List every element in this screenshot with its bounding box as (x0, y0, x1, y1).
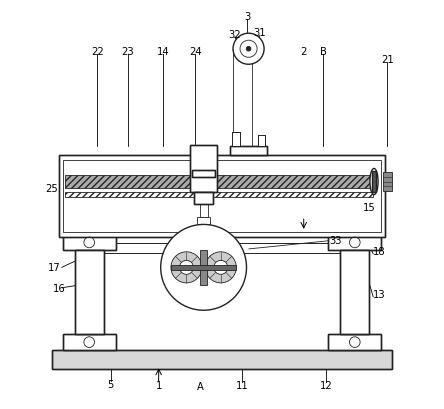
Bar (328, 335, 381, 350)
Text: 16: 16 (52, 283, 65, 293)
Bar (328, 335, 381, 350)
Bar (63, 235, 116, 251)
Circle shape (171, 252, 202, 283)
Circle shape (349, 337, 360, 348)
Text: 23: 23 (122, 47, 135, 56)
Text: A: A (197, 381, 204, 391)
Bar (328, 235, 381, 251)
Circle shape (84, 337, 95, 348)
Circle shape (233, 34, 264, 65)
Bar (198, 217, 210, 225)
Bar (192, 170, 215, 178)
Bar (232, 133, 240, 146)
Bar (341, 251, 369, 335)
Text: 24: 24 (189, 47, 202, 56)
Bar (230, 146, 267, 155)
Bar (65, 192, 373, 197)
Text: 2: 2 (301, 47, 307, 56)
Text: 3: 3 (244, 12, 250, 22)
Bar (171, 265, 236, 270)
Text: 22: 22 (91, 47, 104, 56)
Circle shape (161, 225, 246, 310)
Bar (194, 193, 213, 205)
Ellipse shape (370, 169, 378, 195)
Bar (63, 160, 381, 232)
Bar (232, 133, 240, 146)
Circle shape (179, 261, 194, 275)
Bar (63, 335, 116, 350)
Bar (258, 135, 265, 146)
Bar (230, 146, 267, 155)
Circle shape (214, 261, 228, 275)
Bar (75, 251, 103, 335)
Bar (63, 335, 116, 350)
Bar (59, 155, 385, 237)
Text: 14: 14 (156, 47, 169, 56)
Bar (59, 155, 385, 237)
Text: 13: 13 (373, 289, 386, 299)
Bar (192, 170, 215, 178)
Text: 33: 33 (329, 236, 342, 245)
Bar (200, 250, 207, 285)
Circle shape (349, 238, 360, 248)
Text: 11: 11 (236, 380, 249, 390)
Bar (384, 172, 392, 192)
Text: 12: 12 (320, 380, 333, 390)
Bar (52, 350, 392, 370)
Bar (52, 350, 392, 370)
Circle shape (246, 47, 251, 52)
Text: 25: 25 (45, 184, 58, 194)
Text: 18: 18 (373, 246, 386, 256)
Bar (65, 175, 373, 189)
Bar (372, 172, 377, 192)
Text: 5: 5 (108, 379, 114, 389)
Bar (190, 146, 217, 193)
Bar (63, 235, 116, 251)
Circle shape (240, 41, 257, 58)
Text: 31: 31 (253, 28, 266, 38)
Bar (190, 146, 217, 193)
Text: 17: 17 (48, 263, 61, 273)
Text: 15: 15 (363, 203, 376, 213)
Bar (258, 135, 265, 146)
Circle shape (84, 238, 95, 248)
Circle shape (205, 252, 236, 283)
Text: 1: 1 (155, 380, 162, 390)
Bar (103, 243, 341, 254)
Bar (341, 251, 369, 335)
Text: B: B (320, 47, 327, 56)
Bar (328, 235, 381, 251)
Bar (75, 251, 103, 335)
Bar (194, 193, 213, 205)
Text: 32: 32 (228, 30, 241, 40)
Text: 21: 21 (381, 55, 394, 65)
